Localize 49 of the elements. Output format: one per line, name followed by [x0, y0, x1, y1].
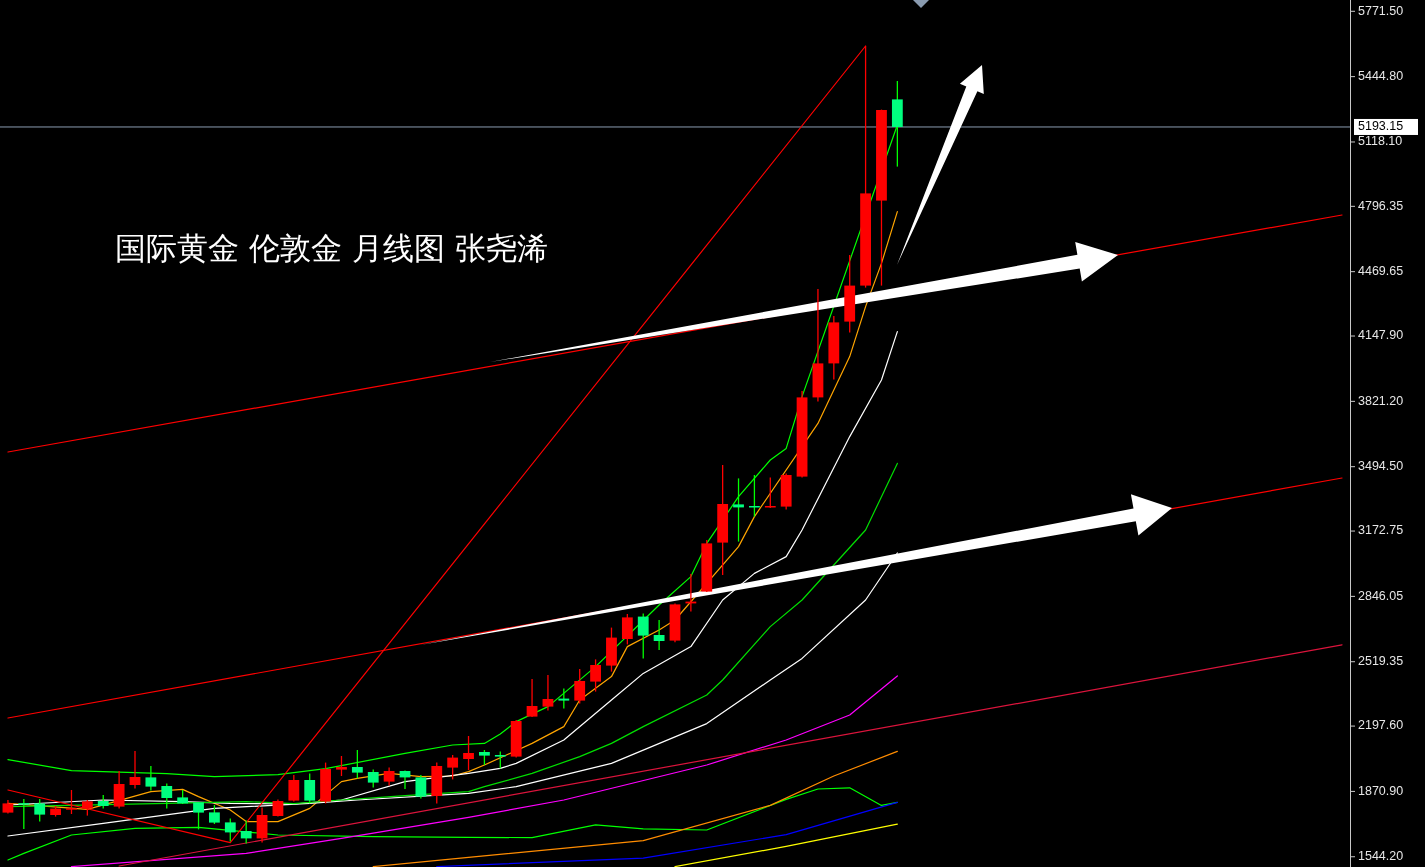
- candlestick: [336, 755, 347, 777]
- candlestick: [447, 754, 459, 781]
- candlestick: [240, 819, 252, 845]
- y-tick-label: 5771.50: [1358, 3, 1404, 18]
- y-tick-label: 4469.65: [1358, 263, 1404, 278]
- y-tick-label: 3821.20: [1358, 393, 1404, 408]
- candlestick: [209, 804, 220, 825]
- candlestick: [256, 806, 268, 844]
- candlestick: [542, 674, 554, 712]
- candlestick: [161, 782, 173, 810]
- candlestick: [574, 668, 586, 705]
- candlestick: [764, 476, 776, 509]
- candlestick: [129, 750, 141, 790]
- candlestick: [558, 687, 570, 710]
- y-tick-label: 2846.05: [1358, 588, 1404, 603]
- candlestick: [749, 474, 760, 518]
- y-tick-label: 4796.35: [1358, 198, 1404, 213]
- candlestick: [288, 774, 300, 803]
- line-series: [436, 801, 898, 867]
- title: 国际黄金 伦敦金 月线图 张尧浠: [115, 230, 548, 266]
- y-tick-label: 1870.90: [1358, 783, 1404, 798]
- y-tick-label: 2197.60: [1358, 718, 1404, 733]
- candlestick: [193, 801, 204, 831]
- candlestick: [526, 678, 538, 718]
- y-tick-label: 1544.20: [1358, 849, 1404, 864]
- y-tick-label: 5444.80: [1358, 68, 1404, 83]
- line-series: [70, 675, 898, 867]
- y-tick-label: 5118.10: [1358, 134, 1403, 149]
- candlestick: [34, 798, 46, 823]
- candlestick: [463, 735, 474, 771]
- candlestick: [733, 477, 744, 543]
- ref-line-label: 5193.15: [1358, 119, 1404, 134]
- line-series: [372, 750, 898, 867]
- candlestick: [415, 774, 427, 800]
- candlestick: [637, 612, 649, 660]
- y-tick-label: 3494.50: [1358, 459, 1404, 473]
- candlestick: [224, 817, 236, 843]
- candlestick: [621, 613, 633, 646]
- candlestick: [113, 770, 125, 810]
- y-tick-label: 3172.75: [1358, 523, 1404, 538]
- candlestick: [304, 772, 316, 805]
- candlestick: [590, 658, 601, 693]
- y-tick-label: 2519.35: [1358, 654, 1404, 669]
- candlestick: [653, 619, 665, 651]
- line-series: [7, 787, 898, 861]
- candlestick: [367, 768, 379, 789]
- candlestick: [66, 789, 77, 815]
- y-tick-label: 4147.90: [1358, 328, 1404, 343]
- candlestick: [18, 798, 30, 830]
